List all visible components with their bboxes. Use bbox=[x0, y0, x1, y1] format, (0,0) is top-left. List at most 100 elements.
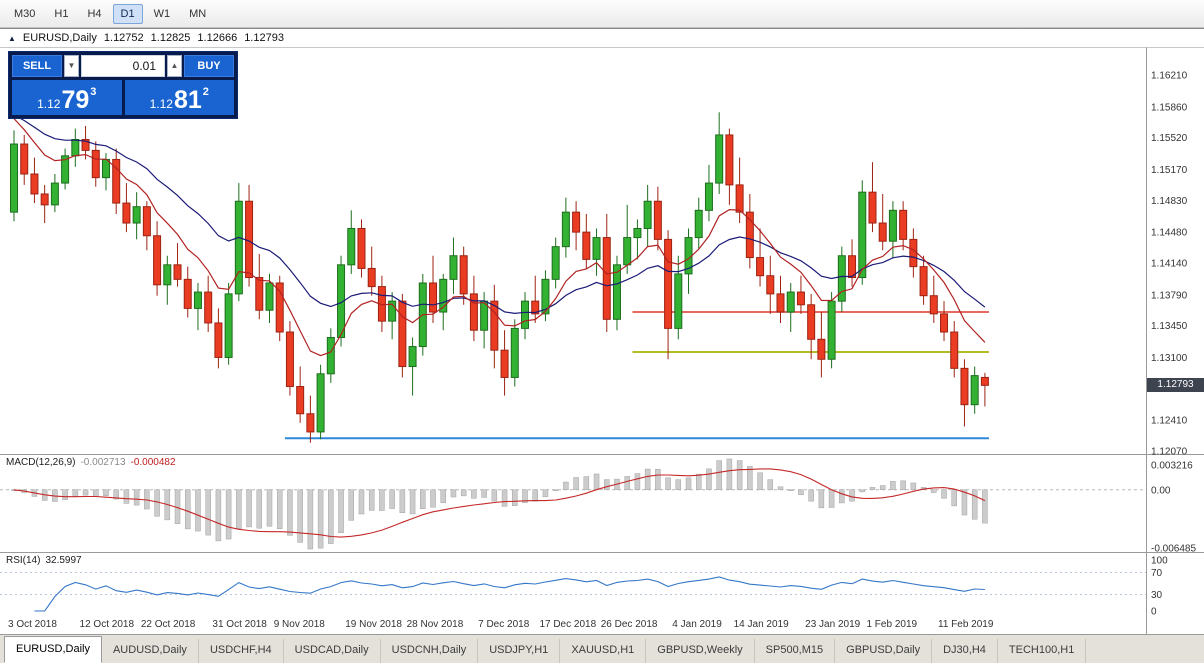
candle-down bbox=[91, 149, 100, 179]
ohlc-low: 1.12666 bbox=[197, 32, 238, 44]
candle-down bbox=[807, 304, 816, 340]
candle-up bbox=[163, 264, 172, 286]
svg-text:100: 100 bbox=[1151, 556, 1168, 567]
candle-down bbox=[582, 231, 591, 260]
svg-text:26 Dec 2018: 26 Dec 2018 bbox=[601, 619, 658, 630]
svg-text:1.15520: 1.15520 bbox=[1151, 133, 1188, 144]
timeframe-button-d1[interactable]: D1 bbox=[112, 3, 143, 24]
candle-up bbox=[193, 291, 202, 309]
rsi-value: 32.5997 bbox=[45, 555, 82, 566]
buy-price-sup: 2 bbox=[202, 86, 209, 98]
svg-text:7 Dec 2018: 7 Dec 2018 bbox=[478, 619, 530, 630]
chart-tab-usdchf-h4[interactable]: USDCHF,H4 bbox=[199, 639, 284, 663]
chart-tab-sp500-m15[interactable]: SP500,M15 bbox=[755, 639, 836, 663]
candle-up bbox=[521, 300, 529, 329]
chart-tab-gbpusd-weekly[interactable]: GBPUSD,Weekly bbox=[646, 639, 755, 663]
svg-text:1.14140: 1.14140 bbox=[1151, 259, 1188, 270]
current-price-badge: 1.12793 bbox=[1147, 378, 1204, 392]
chart-tab-gbpusd-daily[interactable]: GBPUSD,Daily bbox=[835, 639, 933, 663]
buy-price-main: 81 bbox=[173, 86, 202, 115]
timeframe-toolbar: M30 H1 H4 D1 W1 MN bbox=[0, 0, 1204, 28]
ma-slow-line bbox=[13, 114, 986, 315]
candle-down bbox=[653, 200, 662, 240]
candle-down bbox=[142, 206, 151, 237]
candle-up bbox=[265, 282, 274, 311]
chart-tab-xauusd-h1[interactable]: XAUUSD,H1 bbox=[560, 639, 647, 663]
chart-header: ▲ EURUSD,Daily 1.12752 1.12825 1.12666 1… bbox=[0, 29, 284, 47]
candle-down bbox=[367, 267, 376, 288]
svg-text:1.16210: 1.16210 bbox=[1151, 71, 1188, 82]
svg-text:1.12070: 1.12070 bbox=[1151, 447, 1188, 458]
chart-tab-usdjpy-h1[interactable]: USDJPY,H1 bbox=[478, 639, 561, 663]
candle-down bbox=[30, 173, 39, 195]
timeframe-button-m30[interactable]: M30 bbox=[6, 4, 43, 24]
svg-text:12 Oct 2018: 12 Oct 2018 bbox=[80, 619, 135, 630]
candle-up bbox=[715, 134, 724, 184]
macd-name: MACD(12,26,9) bbox=[6, 457, 76, 468]
svg-text:3 Oct 2018: 3 Oct 2018 bbox=[8, 619, 57, 630]
candle-down bbox=[919, 266, 928, 297]
chart-tab-dj30-h4[interactable]: DJ30,H4 bbox=[932, 639, 998, 663]
chart-tab-eurusd-daily[interactable]: EURUSD,Daily bbox=[4, 636, 102, 663]
chart-window: 1.16210 1.15860 1.15520 1.15170 1.14830 1.144… bbox=[0, 28, 1204, 635]
lot-size-input[interactable] bbox=[81, 55, 165, 77]
svg-text:22 Oct 2018: 22 Oct 2018 bbox=[141, 619, 196, 630]
sell-price-display[interactable]: 1.12 79 3 bbox=[12, 80, 122, 115]
rsi-line bbox=[34, 576, 985, 612]
chart-tabs-bar: EURUSD,Daily AUDUSD,Daily USDCHF,H4 USDCAD,… bbox=[0, 634, 1204, 663]
timeframe-button-h1[interactable]: H1 bbox=[46, 4, 76, 24]
chart-tab-audusd-daily[interactable]: AUDUSD,Daily bbox=[102, 639, 199, 663]
candle-down bbox=[469, 293, 478, 331]
chart-tab-usdcnh-daily[interactable]: USDCNH,Daily bbox=[381, 639, 479, 663]
timeframe-button-h4[interactable]: H4 bbox=[79, 4, 109, 24]
chart-symbol-period: EURUSD,Daily bbox=[22, 32, 97, 44]
candle-up bbox=[439, 278, 448, 313]
timeframe-button-w1[interactable]: W1 bbox=[146, 4, 179, 24]
candle-down bbox=[796, 291, 805, 306]
candle-up bbox=[449, 255, 458, 280]
lot-increase-button[interactable]: ▲ bbox=[167, 55, 182, 77]
chart-tab-usdcad-daily[interactable]: USDCAD,Daily bbox=[284, 639, 381, 663]
candle-up bbox=[326, 336, 335, 375]
lot-decrease-button[interactable]: ▼ bbox=[64, 55, 79, 77]
candle-up bbox=[674, 273, 683, 329]
timeframe-button-mn[interactable]: MN bbox=[181, 4, 214, 24]
candle-up bbox=[316, 373, 325, 433]
chevron-up-icon: ▲ bbox=[170, 61, 179, 70]
candle-up bbox=[561, 211, 570, 248]
candle-up bbox=[592, 237, 601, 260]
candle-down bbox=[817, 338, 826, 360]
chart-canvas[interactable]: 1.16210 1.15860 1.15520 1.15170 1.14830 1.144… bbox=[0, 29, 1204, 635]
candle-up bbox=[101, 158, 110, 179]
svg-text:9 Nov 2018: 9 Nov 2018 bbox=[274, 619, 326, 630]
candle-down bbox=[725, 134, 734, 186]
ohlc-high: 1.12825 bbox=[150, 32, 191, 44]
candle-down bbox=[40, 193, 49, 206]
candle-up bbox=[623, 237, 632, 266]
candle-down bbox=[500, 349, 509, 378]
buy-button[interactable]: BUY bbox=[184, 55, 234, 77]
macd-scale-labels: 0.003216 0.00 -0.006485 bbox=[1151, 461, 1196, 555]
candle-down bbox=[602, 237, 611, 320]
ohlc-close: 1.12793 bbox=[244, 32, 284, 44]
candle-up bbox=[234, 200, 243, 295]
candle-down bbox=[204, 291, 213, 324]
svg-text:17 Dec 2018: 17 Dec 2018 bbox=[539, 619, 596, 630]
svg-text:1.12410: 1.12410 bbox=[1151, 416, 1188, 427]
chart-tab-tech100-h1[interactable]: TECH100,H1 bbox=[998, 639, 1087, 663]
candle-down bbox=[214, 322, 223, 358]
candle-up bbox=[837, 255, 846, 302]
candle-down bbox=[899, 209, 908, 240]
candle-down bbox=[296, 386, 305, 415]
svg-text:30: 30 bbox=[1151, 590, 1163, 601]
candle-down bbox=[306, 413, 315, 433]
sell-button[interactable]: SELL bbox=[12, 55, 62, 77]
candle-up bbox=[786, 291, 795, 313]
buy-price-display[interactable]: 1.12 81 2 bbox=[124, 80, 234, 115]
svg-text:1.14480: 1.14480 bbox=[1151, 228, 1188, 239]
candle-down bbox=[122, 202, 131, 224]
svg-text:0: 0 bbox=[1151, 607, 1157, 618]
candle-down bbox=[153, 235, 162, 286]
candle-up bbox=[858, 191, 867, 279]
